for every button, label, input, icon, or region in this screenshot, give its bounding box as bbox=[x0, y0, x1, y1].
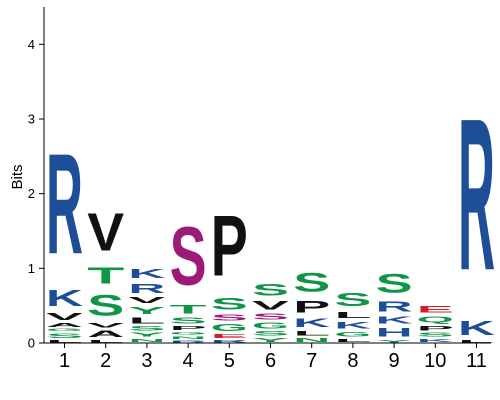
letter-N: N bbox=[170, 336, 207, 341]
letter-S: S bbox=[211, 294, 248, 313]
x-tick-label: 8 bbox=[347, 350, 358, 372]
x-tick-label: 11 bbox=[466, 350, 487, 372]
letter-stack: LKR bbox=[458, 74, 495, 343]
letter-K: K bbox=[417, 338, 454, 343]
letter-P: P bbox=[170, 325, 207, 331]
letter-S: S bbox=[252, 313, 289, 322]
x-tick-label: 9 bbox=[389, 350, 400, 372]
letter-K: K bbox=[458, 317, 495, 339]
y-tick-label: 1 bbox=[28, 261, 35, 276]
letter-A: A bbox=[87, 329, 124, 339]
letter-G: G bbox=[252, 322, 289, 331]
letter-S: S bbox=[211, 313, 248, 322]
y-axis-label: Bits bbox=[9, 164, 26, 189]
letter-P: P bbox=[293, 297, 330, 316]
letter-K: K bbox=[293, 316, 330, 330]
letter-H: H bbox=[376, 326, 413, 340]
letter-V: V bbox=[87, 202, 124, 262]
x-tick-label: 3 bbox=[141, 350, 152, 372]
letter-E: E bbox=[211, 333, 248, 339]
letter-Y: Y bbox=[128, 332, 165, 338]
x-tick-label: 2 bbox=[100, 350, 111, 372]
letter-stacks: LSGAVKRLAVSTVNYSLYVRKRNGPSTSREGSSPYSGSVS… bbox=[46, 74, 495, 343]
letter-N: N bbox=[128, 338, 165, 343]
y-axis: 0 1 2 3 4 Bits bbox=[9, 7, 45, 351]
letter-L: L bbox=[128, 316, 165, 325]
letter-V: V bbox=[128, 296, 166, 305]
letter-L: L bbox=[458, 339, 495, 343]
letter-S: S bbox=[417, 332, 454, 338]
x-tick-label: 6 bbox=[265, 350, 276, 372]
y-tick-label: 2 bbox=[28, 186, 35, 201]
letter-P: P bbox=[211, 198, 248, 294]
letter-Y: Y bbox=[252, 337, 289, 343]
letter-K: K bbox=[128, 266, 165, 281]
letter-Y: Y bbox=[128, 305, 165, 316]
letter-R: R bbox=[458, 74, 495, 316]
y-ticks: 0 1 2 3 4 bbox=[28, 37, 44, 351]
x-tick-label: 7 bbox=[306, 350, 317, 372]
y-tick-label: 3 bbox=[28, 112, 35, 127]
letter-K: K bbox=[334, 320, 372, 330]
letter-V: V bbox=[87, 322, 124, 329]
x-tick-label: 4 bbox=[183, 350, 194, 372]
letter-S: S bbox=[376, 269, 413, 298]
letter-S: S bbox=[128, 325, 165, 332]
letter-E: E bbox=[417, 304, 454, 314]
y-tick-label: 4 bbox=[28, 37, 35, 52]
letter-S: S bbox=[87, 289, 124, 322]
letter-V: V bbox=[252, 299, 289, 312]
letter-L: L bbox=[293, 330, 330, 337]
letter-Q: Q bbox=[417, 315, 454, 325]
letter-S: S bbox=[252, 330, 289, 337]
letter-S: S bbox=[170, 316, 207, 325]
letter-L: L bbox=[334, 310, 371, 320]
x-tick-label: 10 bbox=[424, 350, 446, 372]
letter-Y: Y bbox=[376, 339, 413, 343]
letter-R: R bbox=[128, 281, 165, 296]
letter-G: G bbox=[46, 328, 83, 332]
letter-L: L bbox=[87, 339, 124, 343]
letter-P: P bbox=[417, 324, 454, 331]
letter-K: K bbox=[376, 315, 413, 326]
letter-S: S bbox=[293, 268, 330, 297]
letter-T: T bbox=[87, 262, 124, 288]
letter-R: R bbox=[376, 298, 413, 314]
x-tick-label: 1 bbox=[59, 350, 70, 372]
letter-K: K bbox=[46, 285, 83, 311]
letter-L: L bbox=[334, 338, 371, 343]
x-ticks: 1 2 3 4 5 6 7 8 9 10 11 bbox=[59, 343, 487, 372]
letter-V: V bbox=[46, 311, 84, 322]
letter-R: R bbox=[211, 339, 248, 343]
letter-A: A bbox=[46, 322, 83, 328]
letter-S: S bbox=[252, 280, 289, 299]
letter-G: G bbox=[211, 322, 248, 333]
x-axis: 1 2 3 4 5 6 7 8 9 10 11 bbox=[44, 342, 491, 372]
letter-R: R bbox=[46, 124, 83, 284]
letter-G: G bbox=[334, 330, 371, 337]
letter-N: N bbox=[293, 337, 330, 343]
letter-R: R bbox=[170, 340, 207, 343]
x-tick-label: 5 bbox=[224, 350, 235, 372]
letter-S: S bbox=[170, 209, 207, 302]
y-tick-label: 0 bbox=[28, 336, 35, 351]
letter-G: G bbox=[170, 331, 207, 336]
letter-S: S bbox=[46, 332, 83, 339]
letter-L: L bbox=[46, 339, 83, 343]
letter-S: S bbox=[334, 289, 371, 310]
letter-T: T bbox=[170, 303, 207, 316]
